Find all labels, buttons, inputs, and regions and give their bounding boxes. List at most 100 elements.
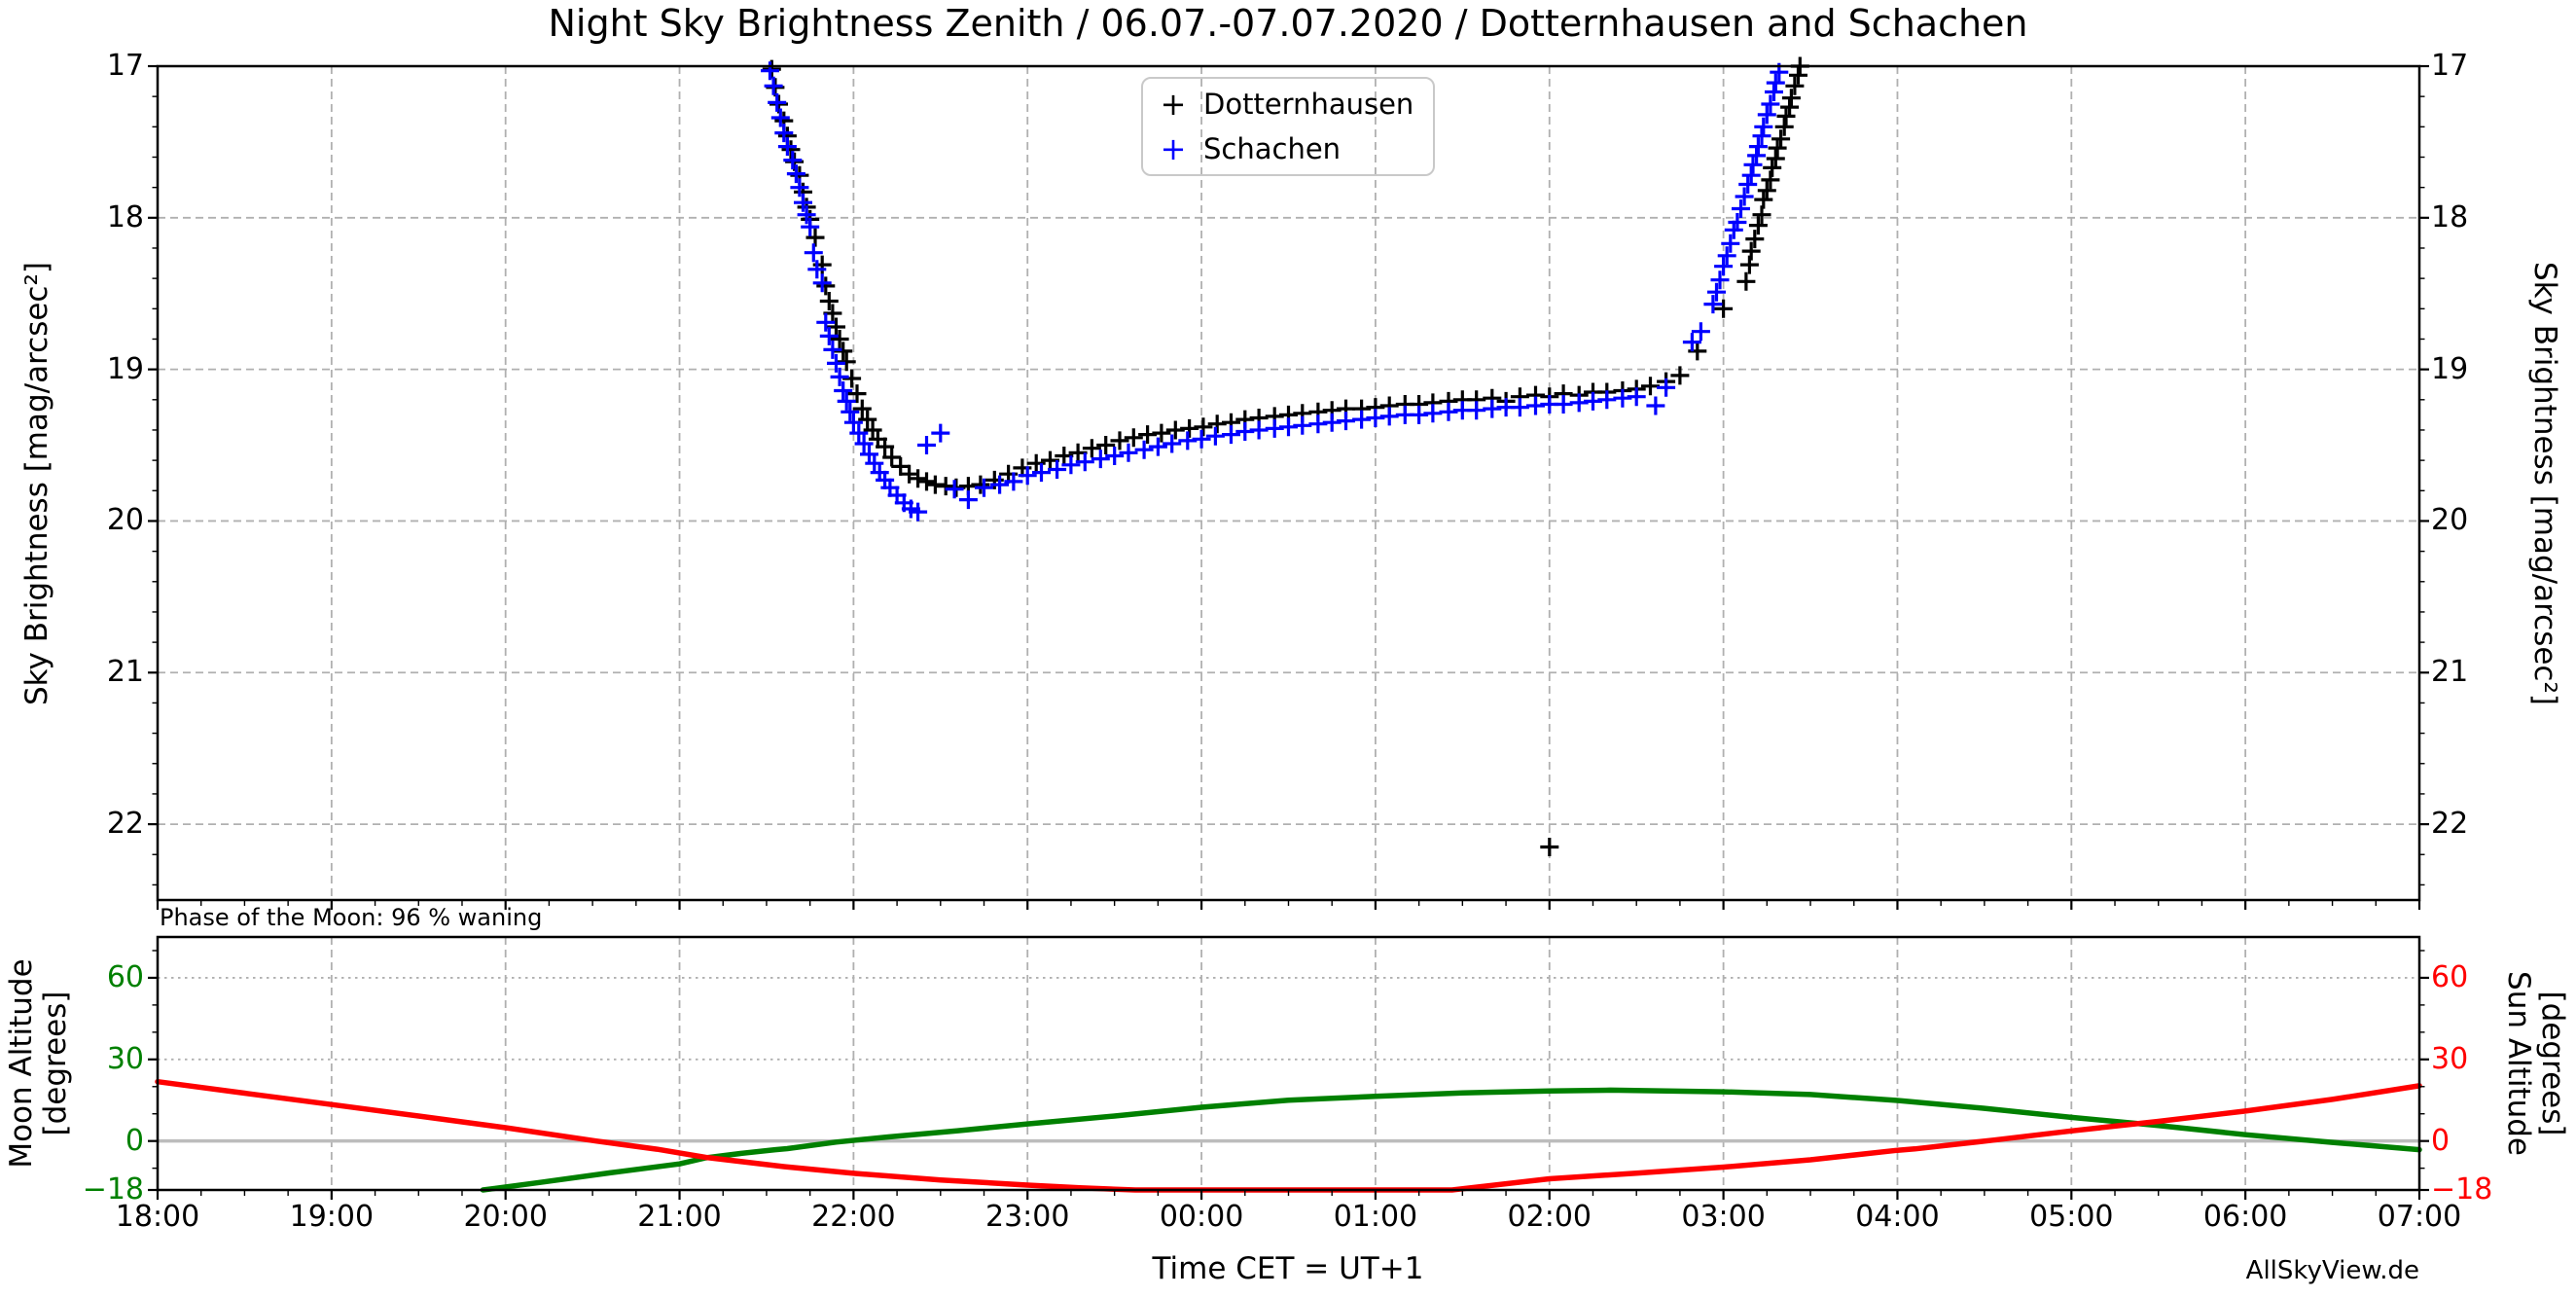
plus-marker [1757,181,1776,200]
x-axis-label: Time CET = UT+1 [1152,1251,1424,1286]
plus-marker [1741,241,1761,261]
plus-marker [819,292,839,310]
plus-marker [790,178,809,198]
x-tick-label: 05:00 [2029,1200,2114,1234]
plus-marker [858,410,877,429]
bottom-plot-border [156,935,2421,1192]
plus-marker [1721,234,1740,253]
plus-marker [1714,257,1734,276]
plus-marker [786,164,805,184]
x-tick-label: 23:00 [984,1200,1070,1234]
plus-marker [777,137,797,157]
plus-marker [917,436,936,454]
plus-marker [1748,137,1768,157]
main-plot-border [156,64,2421,902]
plus-marker [1774,117,1794,136]
plus-marker [1205,426,1225,446]
plus-marker [958,490,978,510]
plus-marker [1641,377,1660,396]
plus-marker [841,402,860,421]
plus-marker [1748,216,1768,235]
plus-marker [834,381,853,400]
chart-title: Night Sky Brightness Zenith / 06.07.-07.… [548,2,2028,45]
plus-marker [945,480,964,499]
plus-marker [1738,175,1758,194]
moon-phase-annotation: Phase of the Moon: 96 % waning [160,904,543,931]
plus-marker [1781,89,1801,108]
plus-marker [847,384,867,404]
plus-marker [774,124,794,143]
plus-marker [1510,398,1529,417]
plus-marker [770,108,790,127]
plus-marker [1105,447,1125,465]
plus-marker [1766,149,1785,168]
plus-marker [816,312,836,332]
plus-marker [1163,434,1182,453]
plus-marker [1657,378,1676,397]
legend-label-dotternhausen: Dotternhausen [1203,87,1414,121]
scatter-series-schachen [761,61,1789,522]
plus-marker [1192,429,1211,449]
plus-marker [1785,76,1805,95]
main-y-tick-label-right: 19 [2431,351,2469,386]
plus-marker [1119,443,1138,462]
plus-marker [837,391,856,411]
main-y-tick-label-right: 22 [2431,807,2469,842]
scatter-series-dotternhausen [762,56,1809,856]
plus-marker [1597,390,1617,410]
plus-marker [827,353,845,373]
plus-marker [761,61,779,81]
plus-marker [812,273,832,293]
plus-marker [819,326,839,345]
plus-marker [1134,440,1154,459]
plus-marker [1739,255,1759,274]
plus-marker [1124,428,1143,448]
plus-marker [1423,404,1443,423]
plus-marker [1741,165,1761,185]
plus-marker [830,367,849,386]
plus-marker [909,502,928,522]
plus-marker [1771,129,1791,149]
x-tick-label: 06:00 [2202,1200,2288,1234]
plus-marker [1714,299,1734,318]
plus-marker [1082,439,1101,458]
plus-marker [1780,97,1800,117]
plus-marker [1691,322,1710,342]
plus-marker [1761,170,1780,190]
plus-marker [805,228,825,247]
moon-y-tick-label: −18 [82,1172,144,1207]
plus-marker [1670,366,1690,385]
plus-marker [1194,417,1213,437]
main-y-axis-label-left: Sky Brightness [mag/arcsec²] [19,261,54,706]
plus-marker [1763,158,1782,177]
plus-marker [823,340,842,359]
plus-marker [1018,466,1037,486]
legend-label-schachen: Schachen [1203,132,1342,166]
plus-marker [1148,437,1167,456]
main-y-tick-label-left: 21 [106,655,144,690]
plus-marker-icon: + [1160,85,1187,123]
plus-marker [1096,436,1116,454]
sun-y-tick-label: 60 [2431,959,2469,994]
plus-marker [1768,138,1787,158]
plus-marker [781,140,801,160]
plus-marker [931,423,950,443]
plus-marker [804,243,823,263]
plus-marker [900,464,919,484]
main-y-tick-label-left: 18 [106,199,144,234]
plus-marker [768,92,787,112]
legend-item-dotternhausen: + Dotternhausen [1143,82,1433,126]
plus-marker [971,475,990,494]
plus-marker [801,217,820,236]
plus-marker-icon: + [1160,130,1187,168]
plus-marker [1682,333,1701,352]
main-y-tick-label-right: 17 [2431,49,2469,83]
main-y-tick-label-left: 22 [106,807,144,842]
moon-altitude-curve [480,1087,2422,1193]
x-tick-label: 07:00 [2377,1200,2462,1234]
plus-marker [1743,155,1763,174]
plus-marker [1776,106,1796,126]
plus-marker [1075,452,1094,472]
plus-marker [1379,407,1399,426]
